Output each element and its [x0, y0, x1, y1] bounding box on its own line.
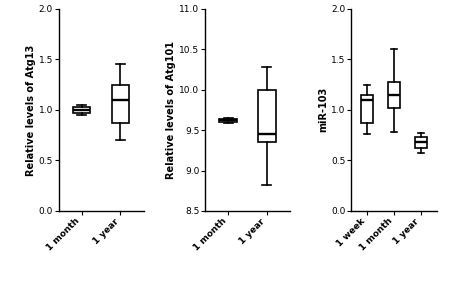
PathPatch shape — [361, 95, 374, 123]
Y-axis label: miR-103: miR-103 — [319, 87, 328, 132]
PathPatch shape — [112, 85, 129, 123]
PathPatch shape — [220, 119, 237, 122]
PathPatch shape — [414, 137, 427, 148]
Y-axis label: Relative levels of Atg13: Relative levels of Atg13 — [26, 44, 36, 176]
PathPatch shape — [388, 81, 400, 108]
PathPatch shape — [258, 90, 275, 142]
PathPatch shape — [73, 107, 90, 113]
Y-axis label: Relative levels of Atg101: Relative levels of Atg101 — [166, 41, 176, 179]
